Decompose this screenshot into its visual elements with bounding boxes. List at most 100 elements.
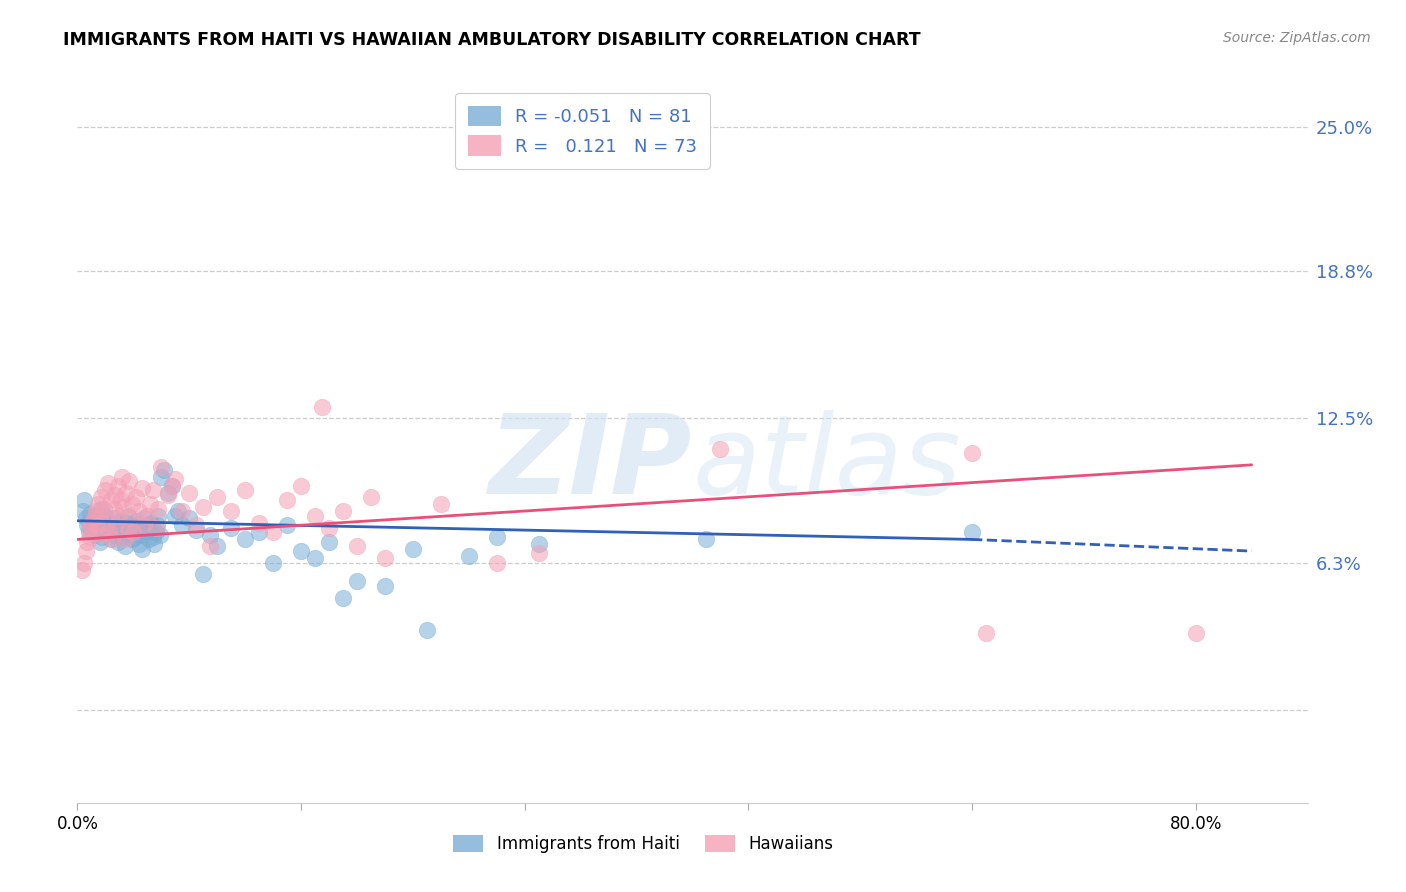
Point bbox=[79, 530, 101, 544]
Text: atlas: atlas bbox=[693, 409, 962, 516]
Point bbox=[101, 533, 124, 547]
Text: ZIP: ZIP bbox=[489, 409, 693, 516]
Point bbox=[115, 516, 138, 530]
Point bbox=[111, 469, 134, 483]
Point bbox=[87, 498, 110, 512]
Point bbox=[93, 502, 115, 516]
Point bbox=[205, 491, 228, 505]
Point bbox=[527, 537, 550, 551]
Point bbox=[139, 523, 162, 537]
Point bbox=[165, 472, 187, 486]
Point bbox=[97, 516, 120, 530]
Point bbox=[104, 528, 127, 542]
Point bbox=[80, 516, 103, 530]
Point bbox=[311, 400, 333, 414]
Point bbox=[86, 518, 108, 533]
Point bbox=[276, 518, 298, 533]
Point bbox=[103, 502, 125, 516]
Text: IMMIGRANTS FROM HAITI VS HAWAIIAN AMBULATORY DISABILITY CORRELATION CHART: IMMIGRANTS FROM HAITI VS HAWAIIAN AMBULA… bbox=[63, 31, 921, 49]
Point bbox=[107, 534, 129, 549]
Point bbox=[172, 504, 194, 518]
Point bbox=[138, 533, 160, 547]
Point bbox=[77, 521, 100, 535]
Point bbox=[179, 511, 201, 525]
Point bbox=[96, 516, 118, 530]
Point bbox=[131, 481, 153, 495]
Point bbox=[167, 504, 190, 518]
Point bbox=[129, 528, 152, 542]
Point bbox=[186, 523, 208, 537]
Point bbox=[75, 544, 97, 558]
Point bbox=[247, 525, 270, 540]
Point bbox=[143, 537, 166, 551]
Point bbox=[132, 521, 155, 535]
Point bbox=[112, 500, 135, 514]
Point bbox=[960, 446, 983, 460]
Point bbox=[110, 492, 132, 507]
Point bbox=[72, 504, 94, 518]
Point bbox=[89, 534, 111, 549]
Point bbox=[150, 460, 173, 475]
Point bbox=[191, 567, 214, 582]
Point bbox=[82, 525, 104, 540]
Point bbox=[233, 483, 256, 498]
Point bbox=[142, 483, 165, 498]
Point bbox=[73, 492, 96, 507]
Point bbox=[121, 533, 143, 547]
Point bbox=[402, 541, 425, 556]
Point bbox=[97, 476, 120, 491]
Point bbox=[136, 509, 159, 524]
Point bbox=[974, 625, 997, 640]
Point bbox=[146, 518, 169, 533]
Point bbox=[73, 556, 96, 570]
Point bbox=[149, 528, 172, 542]
Point bbox=[374, 579, 396, 593]
Point bbox=[416, 624, 439, 638]
Point bbox=[1184, 625, 1206, 640]
Point bbox=[82, 523, 104, 537]
Point bbox=[100, 492, 122, 507]
Point bbox=[101, 518, 124, 533]
Point bbox=[157, 485, 180, 500]
Point bbox=[247, 516, 270, 530]
Point bbox=[83, 511, 105, 525]
Point bbox=[142, 530, 165, 544]
Point bbox=[87, 509, 110, 524]
Point bbox=[124, 530, 146, 544]
Point bbox=[127, 521, 149, 535]
Point bbox=[105, 518, 128, 533]
Point bbox=[332, 504, 354, 518]
Point bbox=[84, 514, 107, 528]
Point bbox=[122, 525, 145, 540]
Point bbox=[134, 511, 156, 525]
Legend: Immigrants from Haiti, Hawaiians: Immigrants from Haiti, Hawaiians bbox=[447, 828, 839, 860]
Point bbox=[107, 479, 129, 493]
Point bbox=[135, 525, 157, 540]
Point bbox=[150, 469, 173, 483]
Point bbox=[76, 518, 98, 533]
Point bbox=[122, 523, 145, 537]
Point bbox=[191, 500, 214, 514]
Point bbox=[145, 525, 167, 540]
Point bbox=[162, 479, 184, 493]
Point bbox=[118, 525, 141, 540]
Point bbox=[115, 485, 138, 500]
Point bbox=[112, 523, 135, 537]
Point bbox=[80, 516, 103, 530]
Point bbox=[75, 511, 97, 525]
Point bbox=[117, 509, 139, 524]
Point bbox=[141, 516, 163, 530]
Point bbox=[93, 518, 115, 533]
Point bbox=[485, 530, 508, 544]
Point bbox=[128, 537, 150, 551]
Point bbox=[430, 498, 453, 512]
Point bbox=[219, 521, 242, 535]
Point bbox=[125, 514, 148, 528]
Point bbox=[105, 521, 128, 535]
Point bbox=[90, 502, 112, 516]
Point bbox=[70, 563, 93, 577]
Point bbox=[139, 498, 162, 512]
Text: Source: ZipAtlas.com: Source: ZipAtlas.com bbox=[1223, 31, 1371, 45]
Point bbox=[318, 534, 340, 549]
Point bbox=[157, 488, 180, 502]
